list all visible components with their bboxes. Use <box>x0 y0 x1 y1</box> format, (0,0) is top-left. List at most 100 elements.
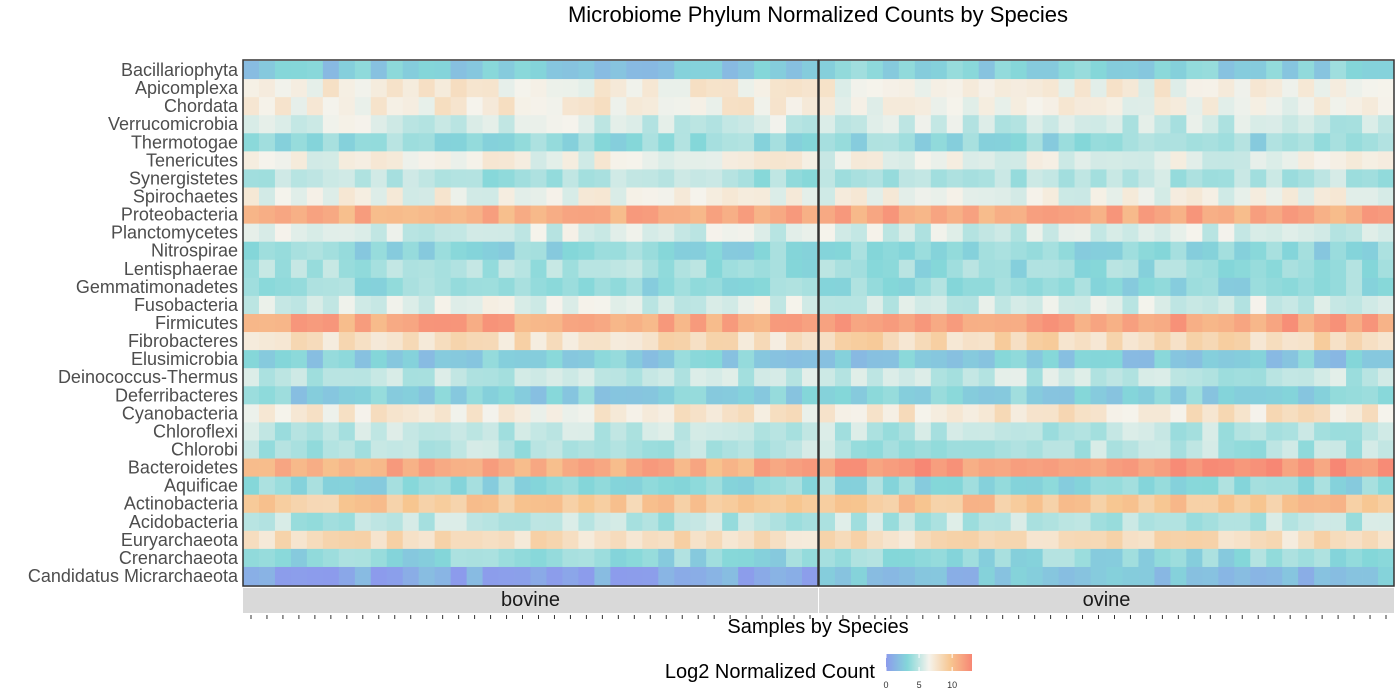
heat-cell <box>674 313 691 333</box>
heat-cell <box>498 97 515 116</box>
heat-cell <box>962 350 980 369</box>
heat-cell <box>706 440 723 459</box>
heat-cell <box>402 476 420 496</box>
heat-cell <box>834 61 852 80</box>
heat-cell <box>946 440 964 459</box>
heat-cell <box>770 151 787 170</box>
heat-cell <box>1298 476 1315 496</box>
heat-cell <box>722 205 739 225</box>
heat-cell <box>1282 404 1299 423</box>
heat-cell <box>1330 295 1347 315</box>
heat-cell <box>1026 277 1044 297</box>
heat-cell <box>1234 115 1251 134</box>
heat-cell <box>466 476 483 496</box>
heat-cell <box>1266 386 1283 405</box>
heat-cell <box>610 151 627 170</box>
heat-cell <box>1378 187 1395 206</box>
heat-cell <box>770 277 787 297</box>
heat-cell <box>1154 440 1171 459</box>
heat-cell <box>466 277 483 297</box>
heat-cell <box>1186 169 1203 188</box>
heat-cell <box>402 133 420 152</box>
heat-cell <box>1250 115 1267 134</box>
heat-cell <box>706 566 723 586</box>
heat-cell <box>1090 223 1107 243</box>
heat-cell <box>338 350 356 369</box>
heat-cell <box>674 79 691 98</box>
heat-cell <box>243 277 260 297</box>
heat-cell <box>514 169 531 188</box>
heat-cell <box>434 313 452 333</box>
heat-cell <box>819 422 836 441</box>
heat-cell <box>402 350 420 369</box>
heat-cell <box>1154 512 1171 532</box>
heat-cell <box>850 79 868 98</box>
heat-cell <box>1250 494 1267 514</box>
heat-cell <box>354 368 372 387</box>
heat-cell <box>578 241 595 261</box>
heat-cell <box>418 61 436 80</box>
heat-cell <box>642 187 659 206</box>
heat-cell <box>722 277 739 297</box>
heat-cell <box>418 133 436 152</box>
heat-cell <box>1074 476 1091 496</box>
heat-cell <box>290 169 308 188</box>
heat-cell <box>850 97 868 116</box>
heat-cell <box>498 422 515 441</box>
heat-cell <box>1314 259 1331 279</box>
heat-cell <box>243 259 260 279</box>
heat-cell <box>1298 350 1315 369</box>
heat-cell <box>722 530 739 550</box>
row-label: Nitrospirae <box>151 241 238 261</box>
heat-cell <box>1282 350 1299 369</box>
heat-cell <box>1234 133 1251 152</box>
heat-cell <box>706 404 723 423</box>
heat-cell <box>1234 169 1251 188</box>
heat-cell <box>1154 295 1171 315</box>
heat-cell <box>1250 277 1267 297</box>
heat-cell <box>290 97 308 116</box>
heat-cell <box>898 494 916 514</box>
heat-cell <box>578 151 595 170</box>
heat-cell <box>1202 494 1219 514</box>
heat-cell <box>770 332 787 351</box>
heat-cell <box>322 494 340 514</box>
heat-cell <box>1282 61 1299 80</box>
heat-cell <box>562 350 579 369</box>
heat-cell <box>946 458 964 478</box>
heat-cell <box>834 187 852 206</box>
heat-cell <box>243 332 260 351</box>
heat-cell <box>370 368 388 387</box>
heat-cell <box>562 422 579 441</box>
heat-cell <box>1298 151 1315 170</box>
heat-cell <box>834 97 852 116</box>
heat-cell <box>674 223 691 243</box>
heat-cell <box>882 259 900 279</box>
heat-cell <box>482 295 499 315</box>
heat-cell <box>482 350 499 369</box>
heat-cell <box>690 223 707 243</box>
heat-cell <box>1106 350 1123 369</box>
heat-cell <box>1346 187 1363 206</box>
heat-cell <box>1010 422 1028 441</box>
heat-cell <box>1218 530 1235 550</box>
heat-cell <box>1026 530 1044 550</box>
heat-cell <box>1346 350 1363 369</box>
heat-cell <box>994 259 1012 279</box>
heat-cell <box>1154 241 1171 261</box>
heat-cell <box>626 476 643 496</box>
heat-cell <box>770 512 787 532</box>
heat-cell <box>658 79 675 98</box>
heat-cell <box>850 223 868 243</box>
heat-cell <box>834 494 852 514</box>
heat-cell <box>562 205 579 225</box>
heat-cell <box>1058 241 1075 261</box>
heat-cell <box>1042 79 1059 98</box>
heat-cell <box>482 79 499 98</box>
heat-cell <box>1346 368 1363 387</box>
heat-cell <box>1026 151 1044 170</box>
heat-cell <box>386 133 404 152</box>
heat-cell <box>866 566 884 586</box>
row-label: Spirochaetes <box>133 187 238 207</box>
heat-cell <box>786 169 803 188</box>
